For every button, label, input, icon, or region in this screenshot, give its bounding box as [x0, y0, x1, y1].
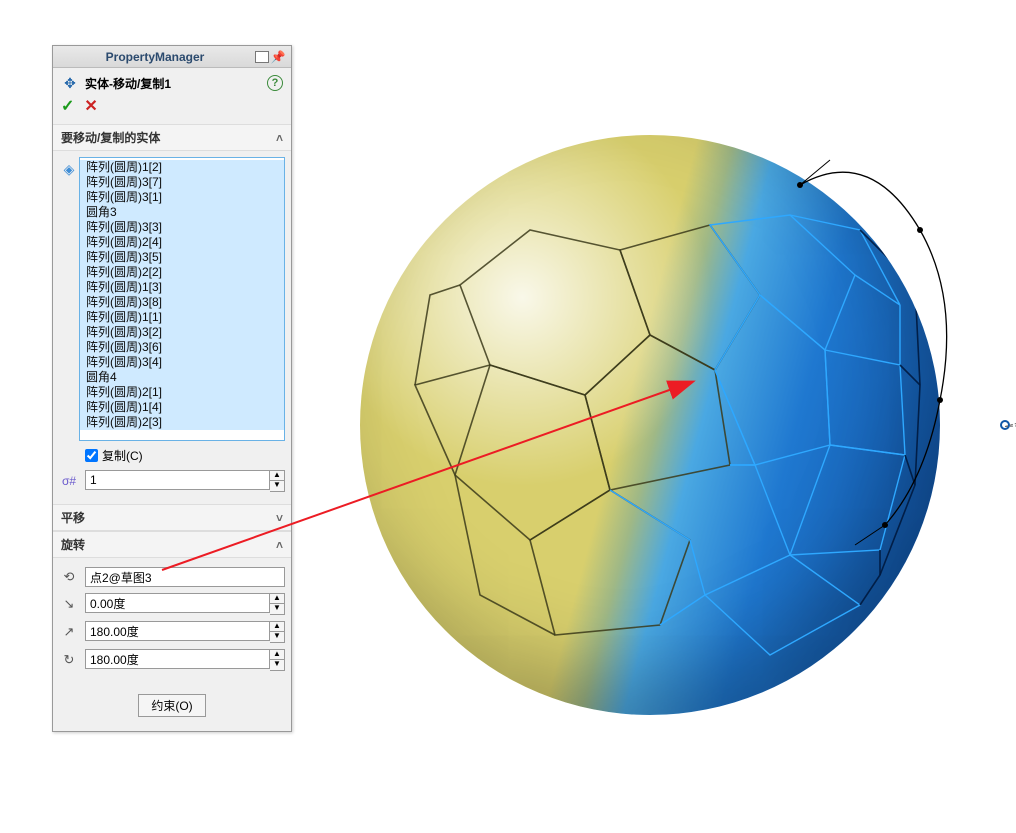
bodies-list-item[interactable]: 阵列(圆周)3[7]: [80, 175, 284, 190]
section-bodies-body: ◈ 阵列(圆周)1[2]阵列(圆周)3[7]阵列(圆周)3[1]圆角3阵列(圆周…: [53, 151, 291, 504]
rotate-z-spinner[interactable]: ▲▼: [270, 649, 285, 671]
panel-layout-icon[interactable]: [255, 51, 269, 63]
rotate-x-spinner[interactable]: ▲▼: [270, 593, 285, 615]
bodies-list-item[interactable]: 阵列(圆周)1[3]: [80, 280, 284, 295]
section-translate-label: 平移: [61, 509, 85, 526]
copy-count-input[interactable]: [85, 470, 270, 490]
ok-button[interactable]: ✓: [61, 96, 74, 116]
bodies-list-item[interactable]: 阵列(圆周)3[5]: [80, 250, 284, 265]
rotate-y-spinner[interactable]: ▲▼: [270, 621, 285, 643]
ball-wireframe: [360, 135, 940, 715]
bodies-selection-list[interactable]: 阵列(圆周)1[2]阵列(圆周)3[7]阵列(圆周)3[1]圆角3阵列(圆周)3…: [79, 157, 285, 441]
bodies-list-item[interactable]: 阵列(圆周)3[3]: [80, 220, 284, 235]
bodies-list-item[interactable]: 阵列(圆周)2[4]: [80, 235, 284, 250]
section-bodies-label: 要移动/复制的实体: [61, 129, 160, 146]
chevron-down-icon: ˅: [276, 511, 283, 525]
pin-icon[interactable]: 📌: [269, 49, 287, 65]
rotate-x-input[interactable]: [85, 593, 270, 613]
help-icon[interactable]: ?: [267, 75, 283, 91]
spin-down-icon[interactable]: ▼: [270, 604, 284, 614]
bodies-list-item[interactable]: 圆角4: [80, 370, 284, 385]
bodies-list-item[interactable]: 圆角3: [80, 205, 284, 220]
section-rotate-label: 旋转: [61, 536, 85, 553]
rotate-reference-input[interactable]: [85, 567, 285, 587]
bodies-list-item[interactable]: 阵列(圆周)3[4]: [80, 355, 284, 370]
section-rotate-body: ⟲ ↘ ▲▼ ↗ ▲▼ ↻ ▲▼: [53, 558, 291, 682]
spin-down-icon[interactable]: ▼: [270, 481, 284, 491]
bodies-list-item[interactable]: 阵列(圆周)1[2]: [80, 160, 284, 175]
copy-checkbox[interactable]: [85, 449, 98, 462]
copy-count-row: σ# ▲ ▼: [59, 470, 285, 496]
panel-titlebar: PropertyManager 📌: [53, 46, 291, 68]
feature-name: 实体-移动/复制1: [85, 75, 171, 92]
rotate-z-icon: ↻: [59, 652, 79, 668]
bodies-list-item[interactable]: 阵列(圆周)3[1]: [80, 190, 284, 205]
property-manager-panel: PropertyManager 📌 ✥ 实体-移动/复制1 ? ✓ ✕ 要移动/…: [52, 45, 292, 732]
copy-count-spinner[interactable]: ▲ ▼: [270, 470, 285, 492]
chevron-up-icon: ˄: [276, 538, 283, 552]
section-rotate-header[interactable]: 旋转 ˄: [53, 531, 291, 558]
rotate-x-icon: ↘: [59, 596, 79, 612]
bodies-list-item[interactable]: 阵列(圆周)3[6]: [80, 340, 284, 355]
move-copy-body-icon: ✥: [61, 74, 79, 92]
ok-cancel-row: ✓ ✕: [53, 94, 291, 124]
copy-row: 复制(C): [59, 441, 285, 470]
section-translate-header[interactable]: 平移 ˅: [53, 504, 291, 531]
bodies-list-item[interactable]: 阵列(圆周)1[4]: [80, 400, 284, 415]
cancel-button[interactable]: ✕: [84, 96, 97, 116]
bodies-list-item[interactable]: 阵列(圆周)2[2]: [80, 265, 284, 280]
bodies-list-item[interactable]: 阵列(圆周)3[2]: [80, 325, 284, 340]
section-bodies-header[interactable]: 要移动/复制的实体 ˄: [53, 124, 291, 151]
bodies-list-item[interactable]: 阵列(圆周)1[1]: [80, 310, 284, 325]
soccer-ball-model: [360, 135, 940, 715]
graphics-viewport[interactable]: [300, 0, 1016, 833]
constrain-button[interactable]: 约束(O): [138, 694, 205, 717]
copy-label[interactable]: 复制(C): [102, 447, 143, 464]
rotate-reference-icon: ⟲: [59, 569, 79, 585]
rotate-z-input[interactable]: [85, 649, 270, 669]
panel-title: PropertyManager: [57, 50, 253, 64]
spin-down-icon[interactable]: ▼: [270, 632, 284, 642]
bodies-list-item[interactable]: 阵列(圆周)2[3]: [80, 415, 284, 430]
feature-header: ✥ 实体-移动/复制1 ?: [53, 68, 291, 94]
copy-count-icon: σ#: [59, 474, 79, 488]
bodies-list-item[interactable]: 阵列(圆周)2[1]: [80, 385, 284, 400]
rotate-y-input[interactable]: [85, 621, 270, 641]
solid-body-icon: ◈: [59, 157, 79, 178]
bodies-list-item[interactable]: 阵列(圆周)3[8]: [80, 295, 284, 310]
spin-down-icon[interactable]: ▼: [270, 660, 284, 670]
rotate-y-icon: ↗: [59, 624, 79, 640]
chevron-up-icon: ˄: [276, 131, 283, 145]
